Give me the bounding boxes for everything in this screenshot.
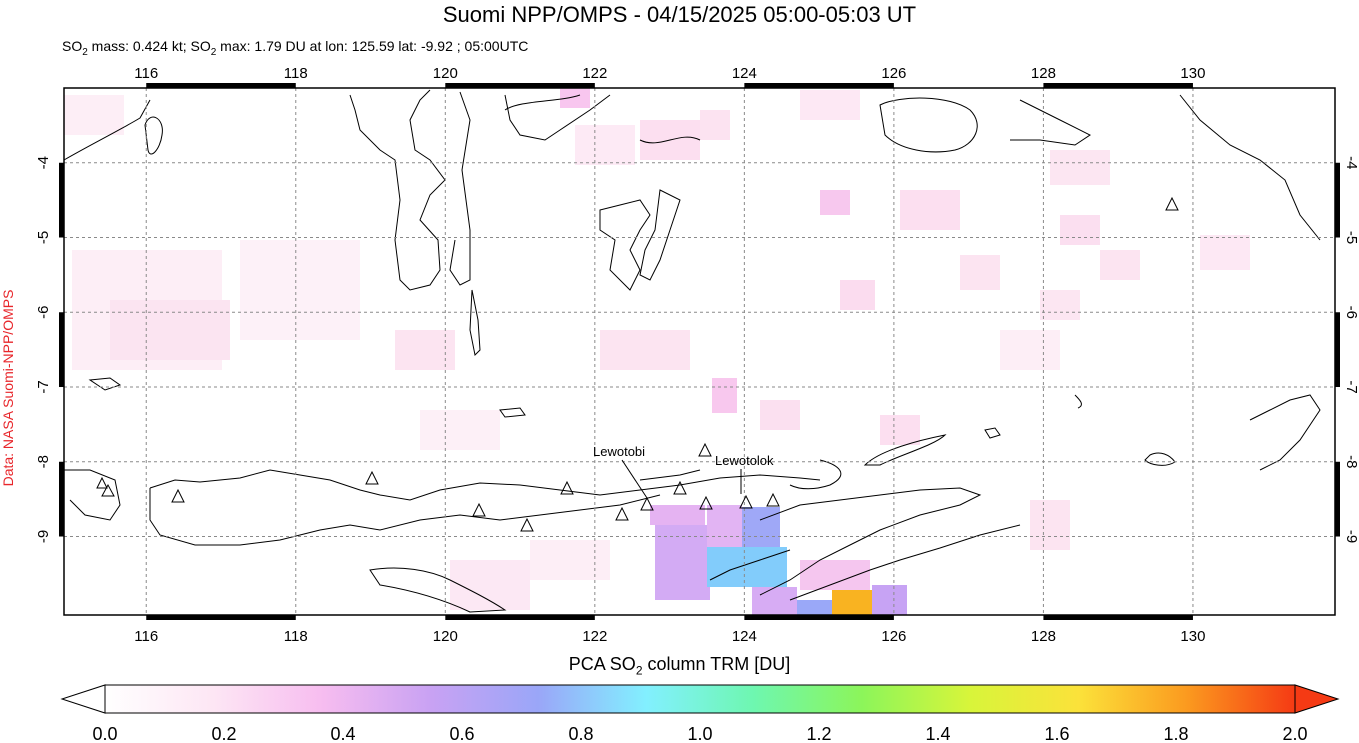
lon-tick-label-bottom: 118 xyxy=(284,628,308,645)
map-title: Suomi NPP/OMPS - 04/15/2025 05:00-05:03 … xyxy=(442,2,917,27)
colorbar-title-suffix: column TRM [DU] xyxy=(642,654,791,674)
lat-tick-label-left: -5 xyxy=(35,231,52,244)
frame-bar-right xyxy=(1335,461,1340,537)
lat-labels-right: -4 -5 -6 -7 -8 -9 xyxy=(1343,156,1359,543)
lon-tick-label-top: 126 xyxy=(881,65,906,82)
lat-tick-label-left: -9 xyxy=(35,530,52,543)
lon-labels-top: 116 118 120 122 124 126 128 130 xyxy=(134,65,1205,82)
coastline-layer xyxy=(63,89,1321,613)
frame-ticks xyxy=(59,83,1340,620)
frame-bar-left xyxy=(59,162,64,238)
frame-bar-left xyxy=(59,461,64,537)
so2-label: SO xyxy=(62,38,83,54)
so2-pixel-layer xyxy=(64,88,1250,615)
so2-mass-text: mass: 0.424 kt; SO xyxy=(87,38,211,54)
colorbar-tick-label: 1.8 xyxy=(1163,724,1188,743)
colorbar-tick-label: 1.6 xyxy=(1044,724,1069,743)
lon-tick-label-bottom: 124 xyxy=(732,628,757,645)
lon-tick-label-bottom: 128 xyxy=(1031,628,1056,645)
colorbar-tick-label: 0.4 xyxy=(330,724,355,743)
volcano-marker-layer xyxy=(96,196,1179,532)
colorbar-tick-label: 0.0 xyxy=(92,724,117,743)
lon-tick-label-top: 118 xyxy=(284,65,308,82)
volcano-label-lewotolok: Lewotolok xyxy=(715,453,774,468)
volcano-label-lewotobi: Lewotobi xyxy=(593,444,645,459)
colorbar-tick-label: 1.2 xyxy=(806,724,831,743)
lat-tick-label-left: -7 xyxy=(35,380,52,393)
colorbar-high-arrow xyxy=(1294,684,1340,714)
lat-tick-label-right: -5 xyxy=(1343,231,1359,244)
colorbar-tick-label: 0.6 xyxy=(449,724,474,743)
lon-tick-label-bottom: 126 xyxy=(881,628,906,645)
frame-bar-top xyxy=(445,83,595,88)
lon-tick-label-top: 124 xyxy=(732,65,757,82)
frame-bar-top xyxy=(744,83,894,88)
colorbar-tick-label: 2.0 xyxy=(1282,724,1307,743)
frame-bar-right xyxy=(1335,312,1340,388)
lon-tick-label-top: 122 xyxy=(582,65,607,82)
volcano-labels: Lewotobi Lewotolok xyxy=(593,444,774,499)
colorbar-title-prefix: PCA SO xyxy=(568,654,636,674)
so2-summary: SO2 mass: 0.424 kt; SO2 max: 1.79 DU at … xyxy=(62,38,528,58)
frame-bar-bottom xyxy=(1043,615,1193,620)
frame-bar-right xyxy=(1335,162,1340,238)
lat-tick-label-left: -8 xyxy=(35,455,52,468)
lat-tick-label-right: -9 xyxy=(1343,530,1359,543)
frame-bar-left xyxy=(59,312,64,388)
colorbar-title: PCA SO2 column TRM [DU] xyxy=(0,654,1359,678)
frame-bar-top xyxy=(146,83,296,88)
lat-tick-label-left: -4 xyxy=(35,156,52,169)
lon-tick-label-top: 128 xyxy=(1031,65,1056,82)
lat-tick-label-right: -4 xyxy=(1343,156,1359,169)
so2-subscript: 2 xyxy=(82,46,88,58)
lon-labels-bottom: 116 118 120 122 124 126 128 130 xyxy=(134,628,1205,645)
lon-tick-label-top: 120 xyxy=(433,65,458,82)
lat-labels-left: -4 -5 -6 -7 -8 -9 xyxy=(35,156,52,543)
lon-tick-label-top: 130 xyxy=(1180,65,1205,82)
frame-bar-bottom xyxy=(744,615,894,620)
lat-tick-label-right: -8 xyxy=(1343,455,1359,468)
lon-tick-label-bottom: 122 xyxy=(582,628,607,645)
lat-tick-label-left: -6 xyxy=(35,306,52,319)
colorbar-title-subscript: 2 xyxy=(635,663,643,678)
lon-tick-label-bottom: 120 xyxy=(433,628,458,645)
so2-subscript: 2 xyxy=(210,46,217,58)
lat-tick-label-right: -6 xyxy=(1343,306,1359,319)
graticule xyxy=(64,88,1335,615)
colorbar-tick-label: 0.8 xyxy=(568,724,593,743)
so2-max-text: max: 1.79 DU at lon: 125.59 lat: -9.92 ;… xyxy=(216,38,529,54)
lon-tick-label-bottom: 116 xyxy=(134,628,158,645)
colorbar-gradient xyxy=(104,684,1296,714)
colorbar-ticks: 0.0 0.2 0.4 0.6 0.8 1.0 1.2 1.4 1.6 1.8 2.0 xyxy=(92,724,1307,743)
colorbar-low-arrow xyxy=(60,684,106,714)
frame-bar-bottom xyxy=(146,615,296,620)
colorbar-tick-label: 1.0 xyxy=(687,724,712,743)
lon-tick-label-bottom: 130 xyxy=(1180,628,1205,645)
lat-tick-label-right: -7 xyxy=(1343,380,1359,393)
lon-tick-label-top: 116 xyxy=(134,65,158,82)
colorbar: 0.0 0.2 0.4 0.6 0.8 1.0 1.2 1.4 1.6 1.8 2.0 xyxy=(60,684,1340,743)
colorbar-tick-label: 1.4 xyxy=(925,724,950,743)
frame-bar-top xyxy=(1043,83,1193,88)
frame-bar-bottom xyxy=(445,615,595,620)
colorbar-tick-label: 0.2 xyxy=(211,724,236,743)
